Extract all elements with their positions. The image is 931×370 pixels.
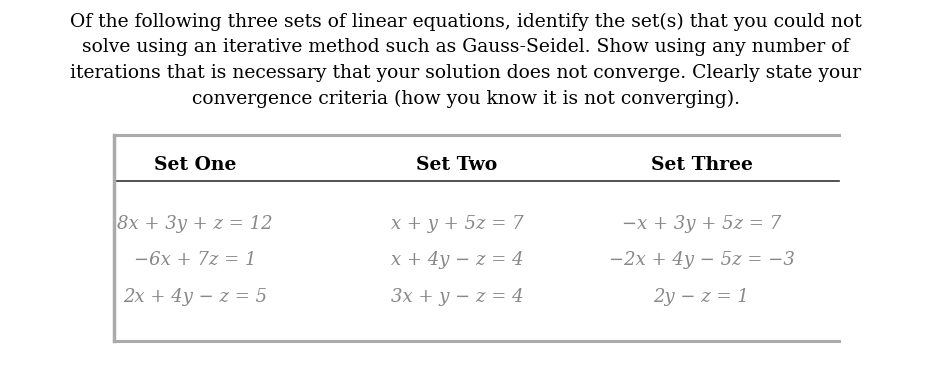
Text: Set One: Set One <box>154 156 236 174</box>
Text: x + y + 5z = 7: x + y + 5z = 7 <box>391 215 523 233</box>
Text: −2x + 4y − 5z = −3: −2x + 4y − 5z = −3 <box>609 251 794 269</box>
Text: 3x + y − z = 4: 3x + y − z = 4 <box>391 288 523 306</box>
Text: −6x + 7z = 1: −6x + 7z = 1 <box>134 251 256 269</box>
Text: −x + 3y + 5z = 7: −x + 3y + 5z = 7 <box>622 215 781 233</box>
Text: 2y − z = 1: 2y − z = 1 <box>654 288 749 306</box>
Text: Of the following three sets of linear equations, identify the set(s) that you co: Of the following three sets of linear eq… <box>70 13 861 108</box>
Text: x + 4y − z = 4: x + 4y − z = 4 <box>391 251 523 269</box>
Text: 2x + 4y − z = 5: 2x + 4y − z = 5 <box>123 288 267 306</box>
Text: Set Two: Set Two <box>416 156 497 174</box>
Text: 8x + 3y + z = 12: 8x + 3y + z = 12 <box>117 215 273 233</box>
Text: Set Three: Set Three <box>651 156 752 174</box>
